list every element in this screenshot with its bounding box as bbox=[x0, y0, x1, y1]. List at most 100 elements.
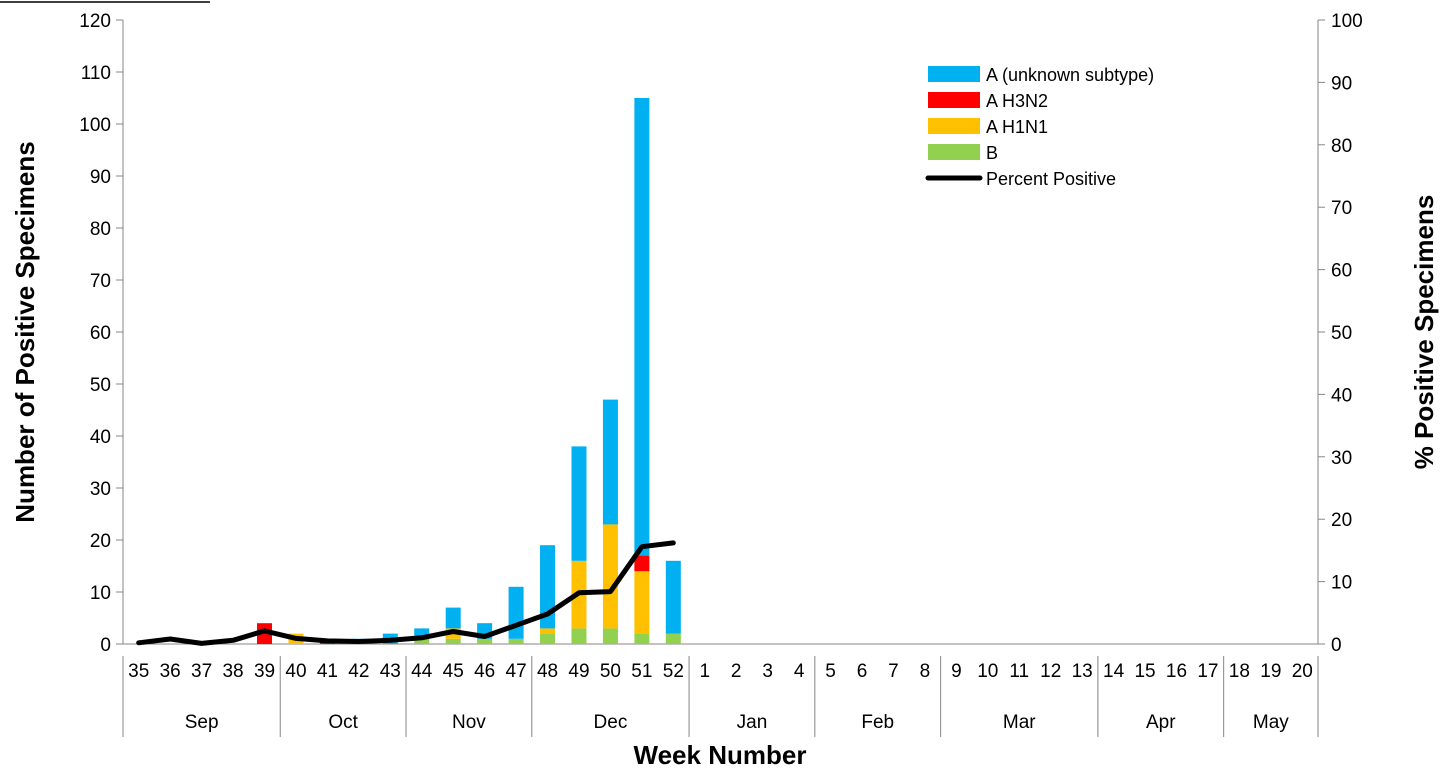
x-tick-label: 15 bbox=[1134, 661, 1155, 682]
y-tick-label: 50 bbox=[90, 375, 111, 396]
month-label: Oct bbox=[328, 712, 358, 733]
bar-segment bbox=[634, 571, 650, 634]
y2-tick-label: 0 bbox=[1331, 635, 1342, 656]
x-tick-label: 20 bbox=[1292, 661, 1313, 682]
x-tick-label: 3 bbox=[762, 661, 773, 682]
y-tick-label: 40 bbox=[90, 427, 111, 448]
y-tick-label: 30 bbox=[90, 479, 111, 500]
x-tick-label: 43 bbox=[380, 661, 401, 682]
x-tick-label: 16 bbox=[1166, 661, 1187, 682]
x-tick-label: 11 bbox=[1009, 661, 1029, 682]
bar-segment bbox=[571, 446, 587, 561]
bar-segment bbox=[445, 607, 461, 629]
month-label: Sep bbox=[185, 712, 219, 733]
x-tick-label: 6 bbox=[857, 661, 868, 682]
x-tick-label: 51 bbox=[631, 661, 652, 682]
x-axis-title: Week Number bbox=[634, 740, 807, 770]
x-tick-label: 9 bbox=[951, 661, 962, 682]
y2-tick-label: 70 bbox=[1331, 198, 1352, 219]
month-label: Nov bbox=[452, 712, 486, 733]
x-tick-label: 45 bbox=[443, 661, 464, 682]
percent-positive-line bbox=[136, 540, 676, 646]
y2-tick-label: 100 bbox=[1331, 11, 1363, 32]
x-tick-label: 5 bbox=[825, 661, 836, 682]
y-tick-label: 80 bbox=[90, 219, 111, 240]
y2-tick-label: 80 bbox=[1331, 136, 1352, 157]
x-tick-label: 36 bbox=[160, 661, 181, 682]
x-tick-label: 40 bbox=[285, 661, 306, 682]
bar-segment bbox=[508, 586, 524, 639]
bar-segment bbox=[414, 638, 430, 644]
y2-tick-label: 50 bbox=[1331, 323, 1352, 344]
x-tick-label: 10 bbox=[977, 661, 998, 682]
x-tick-label: 50 bbox=[600, 661, 621, 682]
month-label: Dec bbox=[594, 712, 628, 733]
y2-tick-label: 40 bbox=[1331, 385, 1352, 406]
legend-swatch bbox=[928, 118, 980, 134]
y-tick-label: 60 bbox=[90, 323, 111, 344]
x-tick-label: 38 bbox=[222, 661, 243, 682]
bar-segment bbox=[414, 628, 430, 639]
x-tick-label: 42 bbox=[348, 661, 369, 682]
bar-segment bbox=[540, 628, 556, 634]
bar-segment bbox=[634, 98, 650, 556]
legend-label: Percent Positive bbox=[986, 169, 1116, 189]
bar-segment bbox=[445, 638, 461, 644]
y2-tick-label: 10 bbox=[1331, 573, 1352, 594]
x-tick-label: 7 bbox=[888, 661, 899, 682]
bar-segment bbox=[540, 633, 556, 644]
x-tick-label: 48 bbox=[537, 661, 558, 682]
bar-segment bbox=[571, 628, 587, 644]
bar-segment bbox=[634, 633, 650, 644]
x-tick-label: 1 bbox=[699, 661, 710, 682]
y-tick-label: 110 bbox=[81, 63, 111, 84]
y-tick-label: 70 bbox=[90, 271, 111, 292]
y2-axis-title: % Positive Specimens bbox=[1409, 195, 1439, 470]
x-tick-label: 12 bbox=[1040, 661, 1061, 682]
month-label: Jan bbox=[737, 712, 768, 733]
x-tick-label: 46 bbox=[474, 661, 495, 682]
y2-tick-label: 90 bbox=[1331, 73, 1352, 94]
axes: 0102030405060708090100110120010203040506… bbox=[79, 11, 1363, 737]
legend-label: A H1N1 bbox=[986, 117, 1048, 137]
x-tick-label: 2 bbox=[731, 661, 742, 682]
month-label: Feb bbox=[861, 712, 894, 733]
month-label: Mar bbox=[1003, 712, 1036, 733]
x-tick-label: 19 bbox=[1260, 661, 1281, 682]
month-label: Apr bbox=[1146, 712, 1176, 733]
x-tick-label: 47 bbox=[506, 661, 527, 682]
legend-swatch bbox=[928, 92, 980, 108]
bar-segment bbox=[602, 628, 618, 644]
y2-tick-label: 30 bbox=[1331, 448, 1352, 469]
x-tick-label: 4 bbox=[794, 661, 805, 682]
x-tick-label: 17 bbox=[1197, 661, 1218, 682]
y-tick-label: 10 bbox=[90, 583, 111, 604]
bar-segment bbox=[540, 545, 556, 629]
legend-label: B bbox=[986, 143, 998, 163]
y-axis-title: Number of Positive Specimens bbox=[10, 141, 40, 522]
y-tick-label: 20 bbox=[90, 531, 111, 552]
x-tick-label: 44 bbox=[411, 661, 433, 682]
legend-label: A (unknown subtype) bbox=[986, 65, 1154, 85]
bar-segment bbox=[665, 560, 681, 634]
bar-segment bbox=[602, 399, 618, 525]
y-tick-label: 100 bbox=[79, 115, 111, 136]
legend-swatch bbox=[928, 66, 980, 82]
y2-tick-label: 20 bbox=[1331, 510, 1352, 531]
y-tick-label: 90 bbox=[90, 167, 111, 188]
y2-tick-label: 60 bbox=[1331, 261, 1352, 282]
legend: A (unknown subtype) A H3N2 A H1N1 B Percent … bbox=[925, 65, 1154, 189]
x-tick-label: 37 bbox=[191, 661, 212, 682]
x-tick-label: 14 bbox=[1103, 661, 1125, 682]
bar-segment bbox=[602, 524, 618, 629]
percent-positive-polyline bbox=[136, 540, 676, 646]
x-tick-label: 8 bbox=[920, 661, 931, 682]
bar-segment bbox=[508, 638, 524, 644]
x-tick-label: 41 bbox=[317, 661, 338, 682]
x-tick-label: 39 bbox=[254, 661, 275, 682]
x-tick-label: 35 bbox=[128, 661, 149, 682]
legend-swatch bbox=[928, 144, 980, 160]
bar-segment bbox=[634, 555, 650, 572]
x-tick-label: 13 bbox=[1072, 661, 1093, 682]
